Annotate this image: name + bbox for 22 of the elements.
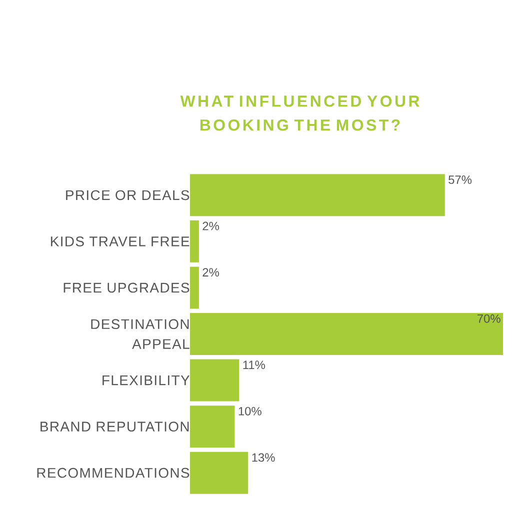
bar (190, 452, 248, 494)
y-tick-label: FLEXIBILITY (102, 375, 190, 386)
data-label: 10% (238, 406, 262, 416)
bar (190, 220, 199, 262)
chart-title: WHAT INFLUENCED YOUR BOOKING THE MOST? (180, 96, 420, 131)
bar (190, 174, 445, 216)
y-tick-label: DESTINATION APPEAL (91, 319, 190, 349)
data-label: 2% (202, 268, 219, 276)
data-label: 57% (448, 176, 472, 184)
y-tick-label: KIDS TRAVEL FREE (50, 236, 190, 246)
bar (190, 266, 199, 309)
data-label: 11% (243, 360, 265, 370)
y-tick-label: FREE UPGRADES (64, 282, 190, 293)
bar (190, 313, 503, 356)
data-label: 2% (202, 222, 219, 230)
y-tick-label: RECOMMENDATIONS (37, 468, 190, 478)
y-tick-label: BRAND REPUTATION (40, 422, 189, 432)
bar (190, 359, 240, 402)
data-label: 70% (477, 314, 500, 323)
bar (190, 406, 235, 448)
y-tick-label: PRICE OR DEALS (66, 190, 190, 200)
data-label: 13% (252, 453, 275, 462)
